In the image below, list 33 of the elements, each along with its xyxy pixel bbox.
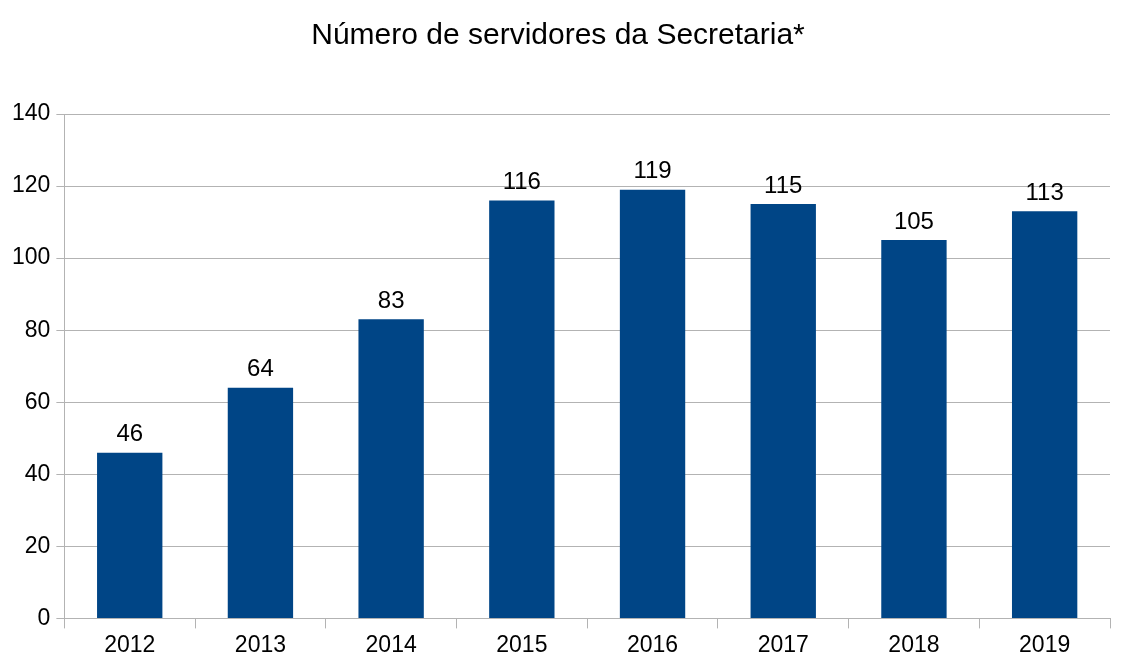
y-tick-label: 80	[24, 315, 51, 342]
x-tick-label: 2018	[888, 630, 940, 657]
bar	[750, 204, 816, 618]
y-tick-label: 120	[12, 171, 51, 198]
bar	[97, 452, 163, 618]
bar	[619, 189, 686, 618]
data-label: 105	[893, 206, 934, 234]
data-label: 64	[247, 354, 274, 382]
bar	[489, 200, 555, 618]
bar	[881, 240, 947, 618]
chart-title: Número de servidores da Secretaria*	[311, 17, 806, 51]
y-tick-label: 0	[37, 603, 51, 630]
x-tick-label: 2016	[626, 630, 679, 657]
x-tick-label: 2014	[365, 630, 417, 657]
bar	[227, 387, 294, 618]
y-tick-label: 140	[12, 99, 51, 126]
data-label: 46	[116, 419, 144, 447]
bar	[358, 319, 424, 618]
y-tick-label: 60	[24, 387, 51, 414]
data-label: 119	[633, 156, 672, 184]
bar	[1011, 211, 1078, 618]
y-tick-label: 100	[12, 243, 51, 270]
data-label: 113	[1025, 177, 1064, 205]
data-label: 83	[377, 285, 405, 313]
x-tick-label: 2012	[104, 630, 156, 657]
y-tick-label: 20	[24, 531, 51, 558]
data-label: 115	[764, 170, 803, 198]
x-tick-label: 2015	[496, 630, 548, 657]
y-tick-label: 40	[24, 459, 51, 486]
x-tick-label: 2017	[757, 630, 809, 657]
x-tick-label: 2019	[1019, 630, 1071, 657]
x-tick-label: 2013	[234, 630, 287, 657]
data-label: 116	[502, 167, 541, 195]
